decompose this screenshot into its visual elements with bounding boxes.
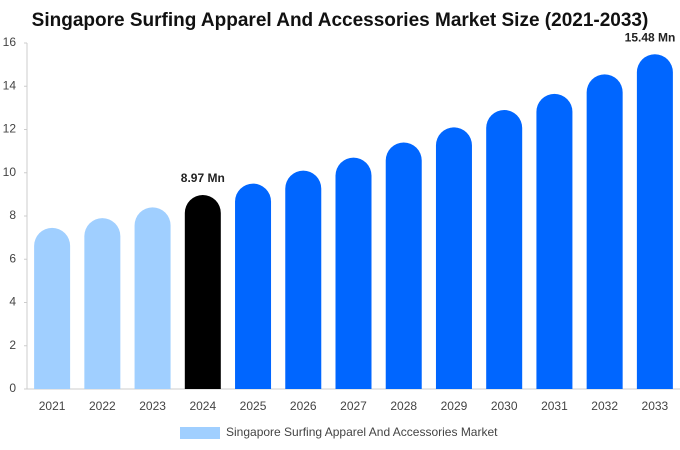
x-tick-label: 2026 xyxy=(290,399,317,413)
bar xyxy=(134,207,171,389)
x-tick-label: 2029 xyxy=(441,399,468,413)
bar xyxy=(84,218,121,389)
bar xyxy=(586,74,623,389)
x-tick-label: 2021 xyxy=(39,399,66,413)
y-tick-label: 14 xyxy=(3,78,17,92)
value-label: 8.97 Mn xyxy=(181,171,225,185)
x-tick-label: 2025 xyxy=(240,399,267,413)
bar xyxy=(536,93,573,389)
y-tick-label: 16 xyxy=(3,35,17,49)
bar xyxy=(184,195,221,389)
x-tick-label: 2032 xyxy=(591,399,618,413)
y-tick-label: 2 xyxy=(9,338,16,352)
y-tick-label: 8 xyxy=(9,208,16,222)
value-label: 15.48 Mn xyxy=(625,30,676,44)
bar xyxy=(34,227,71,389)
x-tick-label: 2028 xyxy=(390,399,417,413)
bar xyxy=(435,127,472,390)
chart-title: Singapore Surfing Apparel And Accessorie… xyxy=(32,10,649,31)
bar xyxy=(235,183,272,389)
x-tick-label: 2033 xyxy=(642,399,669,413)
bar xyxy=(385,142,422,389)
y-tick-label: 4 xyxy=(9,295,16,309)
legend-swatch xyxy=(180,427,220,439)
bar xyxy=(486,110,523,389)
x-tick-label: 2023 xyxy=(139,399,166,413)
y-tick-label: 6 xyxy=(9,251,16,265)
y-tick-label: 10 xyxy=(3,165,17,179)
legend-label: Singapore Surfing Apparel And Accessorie… xyxy=(226,425,498,439)
y-tick-label: 12 xyxy=(3,122,17,136)
x-tick-label: 2022 xyxy=(89,399,116,413)
x-tick-label: 2024 xyxy=(189,399,216,413)
x-tick-label: 2031 xyxy=(541,399,568,413)
bar xyxy=(285,170,322,389)
bar xyxy=(335,157,372,389)
x-tick-label: 2027 xyxy=(340,399,367,413)
bar xyxy=(636,54,673,390)
y-tick-label: 0 xyxy=(9,381,16,395)
x-tick-label: 2030 xyxy=(491,399,518,413)
